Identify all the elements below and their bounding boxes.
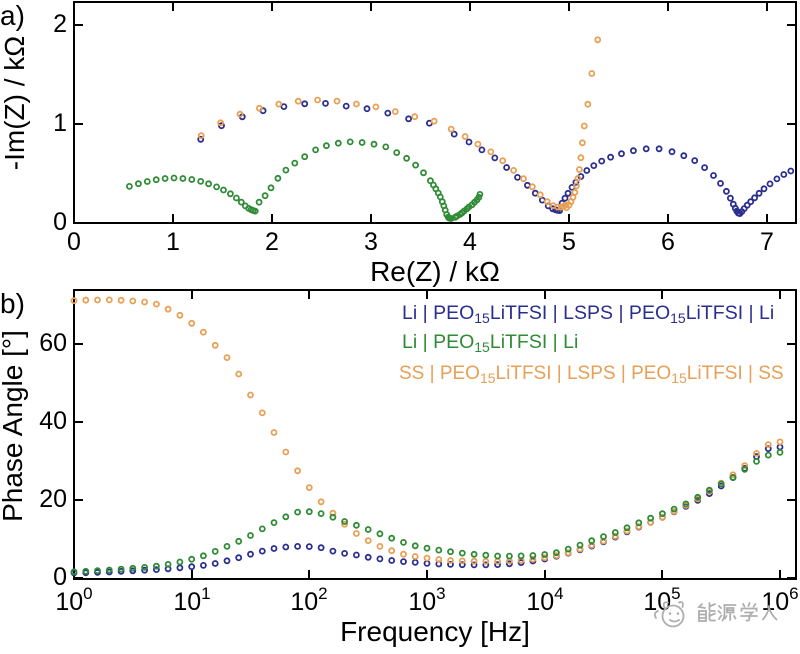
svg-text:4: 4: [463, 228, 477, 256]
svg-text:1: 1: [53, 109, 67, 137]
svg-text:5: 5: [562, 228, 576, 256]
svg-text:7: 7: [760, 228, 774, 256]
svg-text:3: 3: [364, 228, 378, 256]
svg-text:0: 0: [53, 208, 67, 236]
svg-text:-Im(Z) / kΩ: -Im(Z) / kΩ: [0, 36, 30, 170]
svg-text:1: 1: [166, 228, 180, 256]
svg-text:2: 2: [265, 228, 279, 256]
svg-text:SS | PEO15​LiTFSI | LSPS | PEO: SS | PEO15​LiTFSI | LSPS | PEO15​LiTFSI …: [399, 363, 784, 386]
svg-text:40: 40: [39, 407, 67, 435]
svg-text:2: 2: [53, 10, 67, 38]
svg-text:0: 0: [67, 228, 81, 256]
svg-text:60: 60: [39, 329, 67, 357]
svg-text:Re(Z) / kΩ: Re(Z) / kΩ: [370, 256, 500, 287]
svg-text:Li | PEO15​LiTFSI | LSPS | PEO: Li | PEO15​LiTFSI | LSPS | PEO15​LiTFSI …: [402, 302, 774, 326]
svg-text:Frequency [Hz]: Frequency [Hz]: [340, 616, 530, 647]
svg-text:a): a): [0, 0, 25, 31]
svg-text:6: 6: [661, 228, 675, 256]
svg-text:b): b): [0, 288, 25, 319]
svg-text:20: 20: [39, 485, 67, 513]
svg-text:Li | PEO15​LiTFSI | Li: Li | PEO15​LiTFSI | Li: [402, 331, 578, 355]
svg-text:0: 0: [53, 563, 67, 591]
svg-text:Phase Angle [°]: Phase Angle [°]: [0, 330, 28, 522]
